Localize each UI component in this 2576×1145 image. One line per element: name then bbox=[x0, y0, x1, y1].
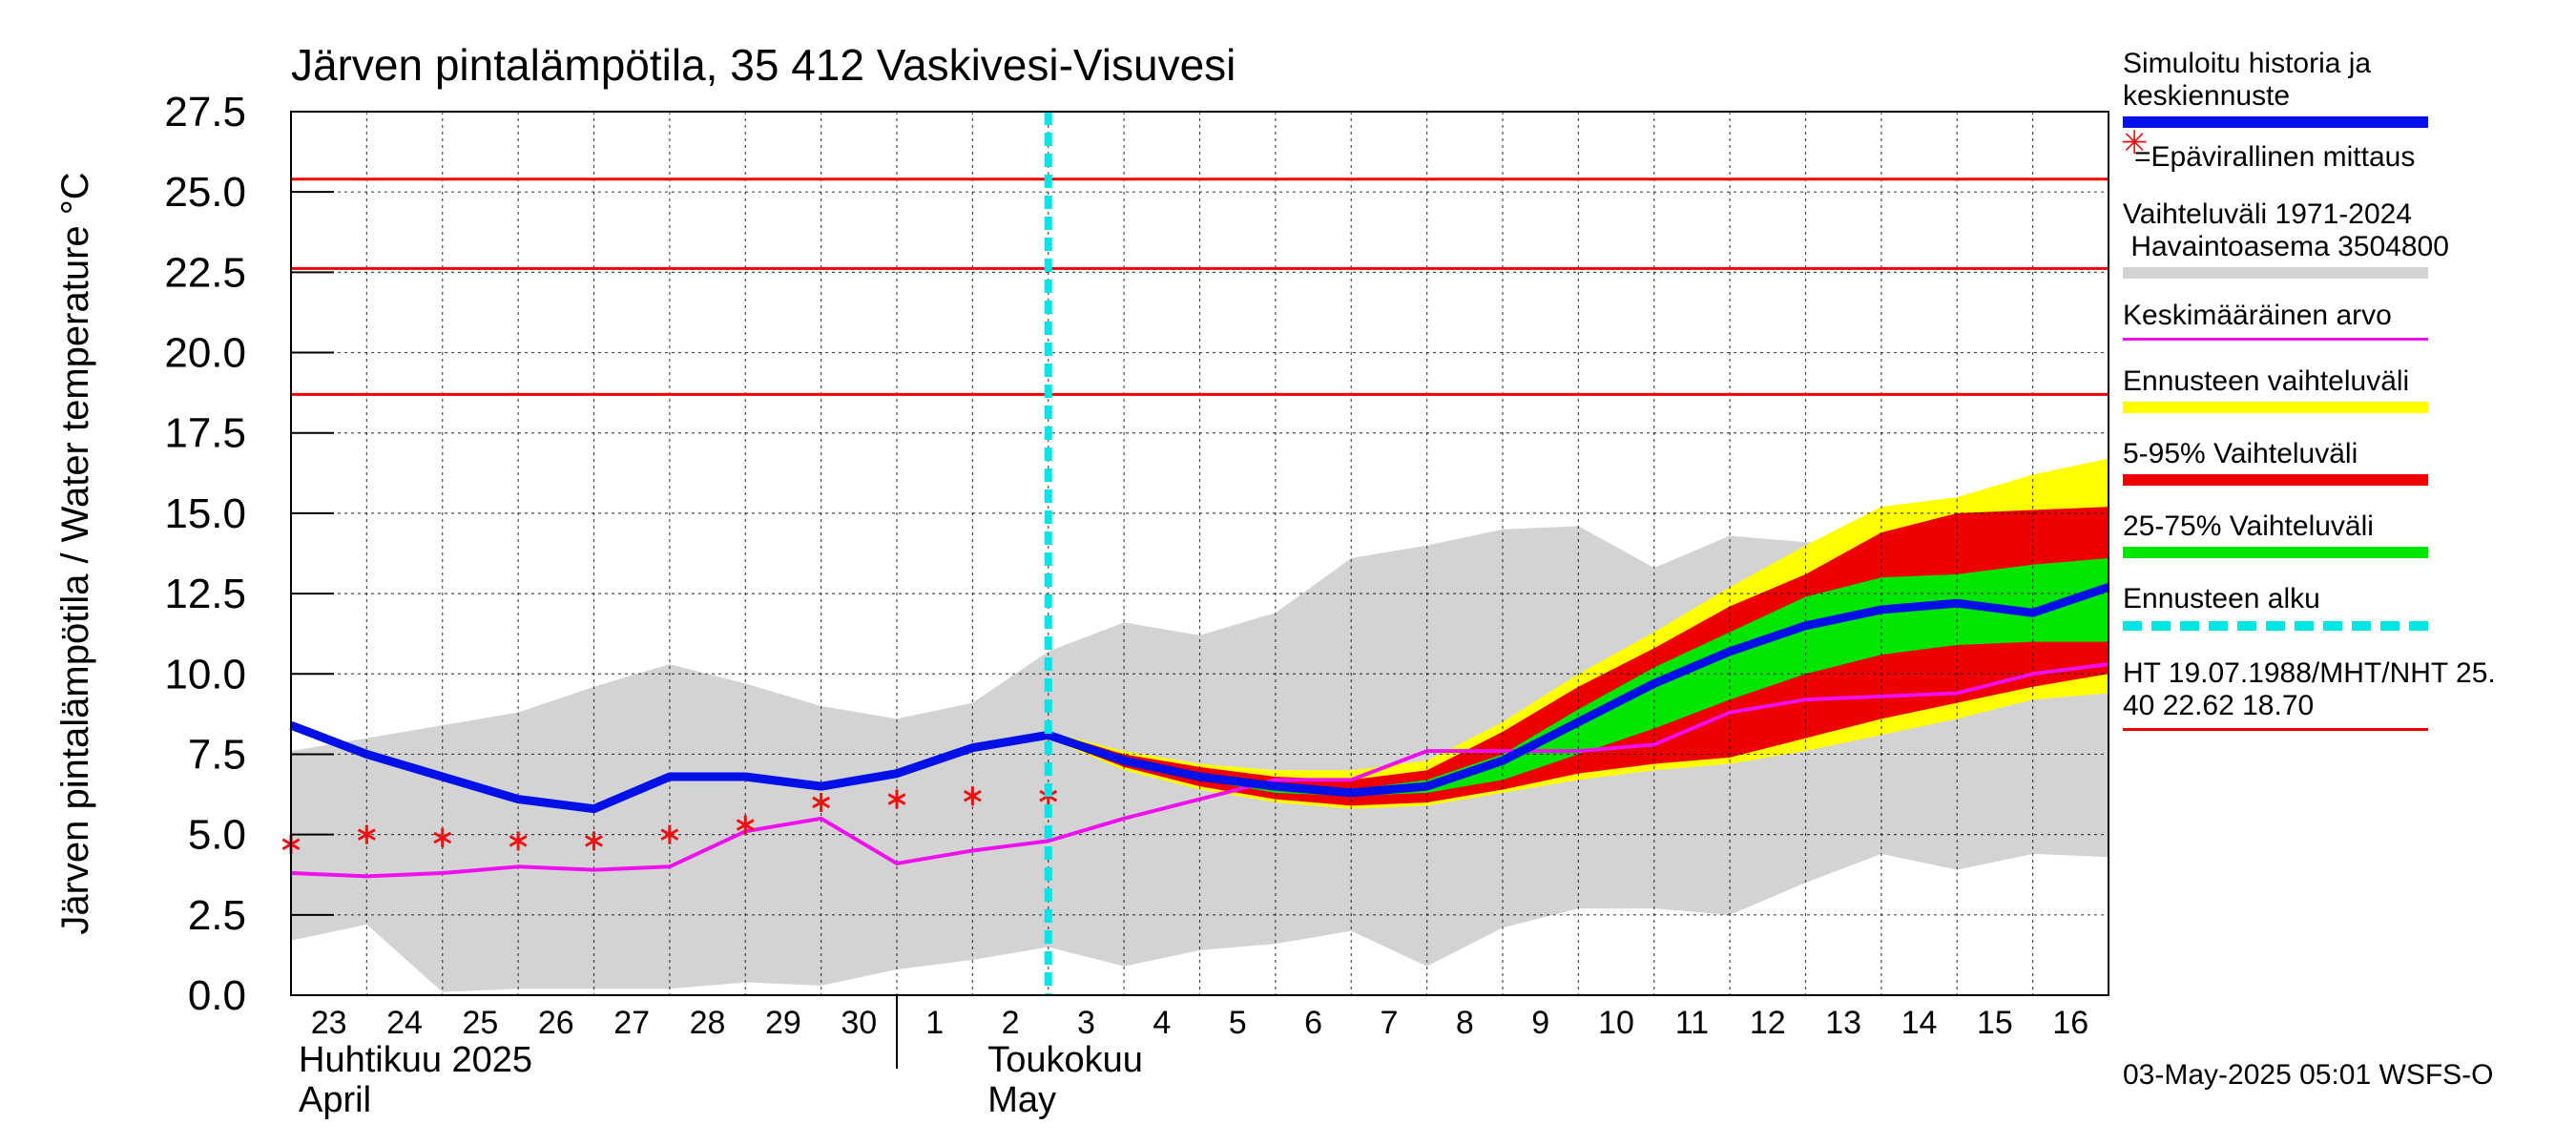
measurement-marker bbox=[660, 824, 679, 844]
y-tick-label: 15.0 bbox=[164, 490, 246, 537]
month-label-april: Huhtikuu 2025 bbox=[299, 1040, 532, 1080]
legend-item: HT 19.07.1988/MHT/NHT 25. 40 22.62 18.70 bbox=[2123, 657, 2571, 731]
measurement-marker bbox=[433, 828, 452, 848]
legend-item: Ennusteen vaihteluväli bbox=[2123, 365, 2571, 413]
legend-item: Ennusteen alku bbox=[2123, 583, 2571, 631]
month-label-may: May bbox=[987, 1080, 1056, 1120]
marker-stroke bbox=[509, 835, 528, 847]
x-tick-label: 9 bbox=[1531, 1005, 1549, 1041]
x-tick-label: 29 bbox=[765, 1005, 801, 1041]
y-tick-label: 0.0 bbox=[188, 972, 246, 1019]
month-label-may: Toukokuu bbox=[987, 1040, 1143, 1080]
legend-label: Vaihteluväli 1971-2024 Havaintoasema 350… bbox=[2123, 198, 2449, 262]
measurement-marker bbox=[357, 824, 376, 844]
legend-label: Ennusteen vaihteluväli bbox=[2123, 365, 2410, 397]
measurement-marker bbox=[887, 789, 906, 809]
x-tick-label: 6 bbox=[1304, 1005, 1322, 1041]
measurement-marker bbox=[509, 831, 528, 851]
legend: Simuloitu historia ja keskiennuste ✳ =Epäv… bbox=[2121, 48, 2571, 731]
x-tick-label: 7 bbox=[1380, 1005, 1398, 1041]
chart-title: Järven pintalämpötila, 35 412 Vaskivesi-… bbox=[291, 40, 1236, 90]
legend-swatch bbox=[2123, 402, 2428, 413]
footer-timestamp: 03-May-2025 05:01 WSFS-O bbox=[2123, 1059, 2494, 1091]
y-tick-label: 25.0 bbox=[164, 169, 246, 216]
x-tick-label: 4 bbox=[1153, 1005, 1171, 1041]
y-tick-label: 22.5 bbox=[164, 249, 246, 296]
legend-item: 25-75% Vaihteluväli bbox=[2123, 510, 2571, 558]
legend-label: Keskimääräinen arvo bbox=[2123, 300, 2392, 331]
average-line bbox=[290, 662, 2109, 879]
y-tick-label: 2.5 bbox=[188, 892, 246, 939]
marker-stroke bbox=[812, 796, 831, 809]
x-tick-label: 16 bbox=[2052, 1005, 2088, 1041]
x-tick-label: 12 bbox=[1750, 1005, 1786, 1041]
y-tick-label: 5.0 bbox=[188, 812, 246, 859]
legend-item: ✳ =Epävirallinen mittaus bbox=[2121, 125, 2571, 174]
legend-swatch bbox=[2123, 547, 2428, 558]
legend-label: 25-75% Vaihteluväli bbox=[2123, 510, 2374, 542]
legend-swatch bbox=[2123, 474, 2428, 486]
measurement-marker bbox=[812, 792, 831, 812]
legend-item: Simuloitu historia ja keskiennuste bbox=[2123, 48, 2571, 128]
x-tick-label: 8 bbox=[1456, 1005, 1474, 1041]
month-label-april: April bbox=[299, 1080, 371, 1120]
legend-label: =Epävirallinen mittaus bbox=[2134, 141, 2416, 173]
x-tick-label: 28 bbox=[690, 1005, 726, 1041]
x-tick-label: 3 bbox=[1077, 1005, 1095, 1041]
legend-swatch bbox=[2123, 116, 2428, 128]
x-tick-label: 25 bbox=[463, 1005, 499, 1041]
legend-marker-icon: ✳ bbox=[2121, 125, 2149, 161]
plot-frame bbox=[290, 111, 2109, 996]
legend-swatch bbox=[2123, 621, 2428, 631]
legend-item: Vaihteluväli 1971-2024 Havaintoasema 350… bbox=[2123, 198, 2571, 279]
x-tick-label: 2 bbox=[1002, 1005, 1020, 1041]
y-tick-label: 7.5 bbox=[188, 731, 246, 778]
x-tick-label: 27 bbox=[613, 1005, 650, 1041]
y-tick-label: 27.5 bbox=[164, 89, 246, 135]
plot-area: 0.0 2.5 5.0 7.5 10.0 12.5 15.0 17.5 20.0 22.5 25.0… bbox=[164, 89, 2110, 1120]
measurement-marker bbox=[585, 831, 603, 851]
legend-item: Keskimääräinen arvo bbox=[2123, 300, 2571, 341]
legend-swatch bbox=[2123, 338, 2428, 341]
x-tick-label: 24 bbox=[386, 1005, 423, 1041]
legend-label: HT 19.07.1988/MHT/NHT 25. 40 22.62 18.70 bbox=[2123, 657, 2496, 721]
simulated-mean-line bbox=[289, 583, 2110, 814]
marker-stroke bbox=[887, 793, 906, 805]
x-tick-label: 5 bbox=[1229, 1005, 1247, 1041]
x-tick-label: 14 bbox=[1901, 1005, 1938, 1041]
legend-swatch bbox=[2123, 267, 2428, 279]
x-tick-label: 23 bbox=[311, 1005, 347, 1041]
x-tick-label: 26 bbox=[538, 1005, 574, 1041]
y-axis-label: Järven pintalämpötila / Water temperatur… bbox=[54, 172, 96, 934]
y-tick-label: 10.0 bbox=[164, 651, 246, 697]
legend-item: 5-95% Vaihteluväli bbox=[2123, 438, 2571, 486]
x-tick-label: 15 bbox=[1977, 1005, 2013, 1041]
y-tick-label: 17.5 bbox=[164, 410, 246, 457]
band-5-95 bbox=[1048, 507, 2109, 806]
measurement-marker bbox=[736, 815, 755, 835]
x-tick-label: 1 bbox=[925, 1005, 944, 1041]
marker-stroke bbox=[963, 789, 982, 802]
x-tick-label: 13 bbox=[1825, 1005, 1861, 1041]
x-tick-label: 10 bbox=[1598, 1005, 1634, 1041]
legend-label: 5-95% Vaihteluväli bbox=[2123, 438, 2358, 469]
measurement-marker bbox=[963, 786, 982, 806]
y-tick-label: 20.0 bbox=[164, 330, 246, 377]
marker-stroke bbox=[736, 819, 755, 831]
marker-stroke bbox=[433, 831, 452, 844]
legend-label: Ennusteen alku bbox=[2123, 583, 2320, 614]
x-tick-label: 30 bbox=[841, 1005, 877, 1041]
marker-stroke bbox=[660, 828, 679, 841]
legend-swatch bbox=[2123, 728, 2428, 731]
marker-stroke bbox=[585, 835, 603, 847]
y-tick-label: 12.5 bbox=[164, 571, 246, 617]
x-tick-label: 11 bbox=[1675, 1005, 1709, 1041]
marker-stroke bbox=[357, 828, 376, 841]
legend-label: Simuloitu historia ja keskiennuste bbox=[2123, 48, 2372, 112]
